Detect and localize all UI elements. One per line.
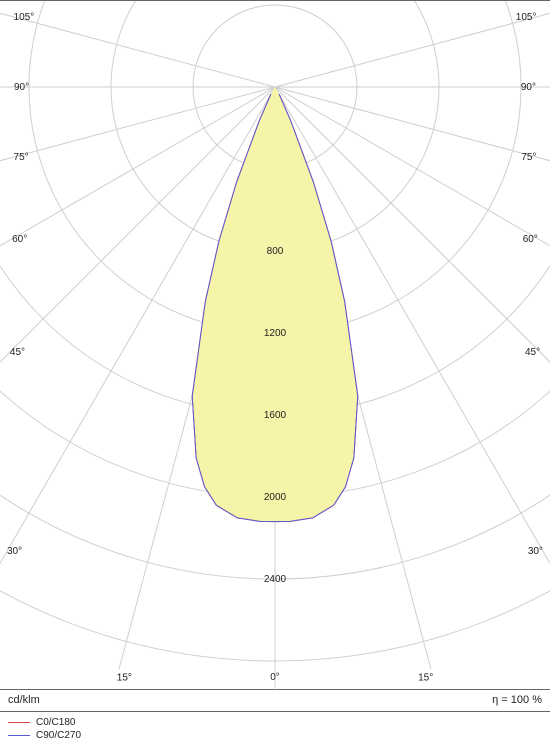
svg-text:105°: 105° xyxy=(14,12,35,23)
svg-text:15°: 15° xyxy=(418,672,433,683)
svg-text:30°: 30° xyxy=(7,546,22,557)
svg-text:45°: 45° xyxy=(525,347,540,358)
axis-unit-label: cd/klm xyxy=(8,694,40,706)
polar-chart-frame: 800 1200 1600 2000 2400 0° 15° 15° 30° 30° 45° 45° 6… xyxy=(0,0,550,750)
svg-text:30°: 30° xyxy=(528,546,543,557)
svg-text:1600: 1600 xyxy=(264,410,287,421)
svg-text:75°: 75° xyxy=(14,152,29,163)
svg-text:105°: 105° xyxy=(516,12,537,23)
legend-swatch xyxy=(8,722,30,723)
svg-text:2400: 2400 xyxy=(264,574,287,585)
efficiency-label: η = 100 % xyxy=(492,694,542,706)
svg-text:75°: 75° xyxy=(521,152,536,163)
svg-text:2000: 2000 xyxy=(264,492,287,503)
svg-text:90°: 90° xyxy=(521,82,536,93)
svg-text:800: 800 xyxy=(267,246,284,257)
svg-text:0°: 0° xyxy=(270,672,280,683)
chart-area: 800 1200 1600 2000 2400 0° 15° 15° 30° 30° 45° 45° 6… xyxy=(0,0,550,690)
svg-text:45°: 45° xyxy=(10,347,25,358)
legend-label: C90/C270 xyxy=(36,730,81,741)
svg-text:15°: 15° xyxy=(117,672,132,683)
footer-bar: cd/klm η = 100 % xyxy=(0,690,550,712)
legend-item: C0/C180 xyxy=(8,716,81,729)
legend-item: C90/C270 xyxy=(8,729,81,742)
svg-text:60°: 60° xyxy=(12,234,27,245)
legend-label: C0/C180 xyxy=(36,717,75,728)
svg-text:60°: 60° xyxy=(523,234,538,245)
legend: C0/C180 C90/C270 xyxy=(8,716,81,742)
svg-text:90°: 90° xyxy=(14,82,29,93)
legend-swatch xyxy=(8,735,30,736)
svg-text:1200: 1200 xyxy=(264,328,287,339)
polar-chart-svg: 800 1200 1600 2000 2400 0° 15° 15° 30° 30° 45° 45° 6… xyxy=(0,1,550,691)
